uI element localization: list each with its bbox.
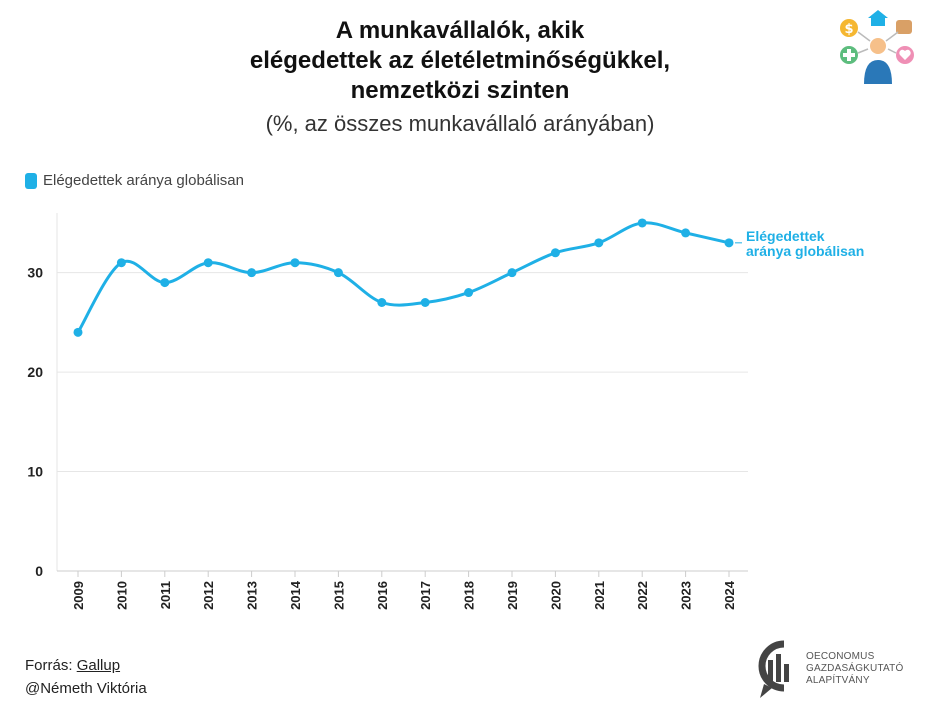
y-tick-label: 20 — [27, 364, 43, 380]
data-point — [637, 218, 647, 228]
x-tick-label: 2016 — [375, 581, 390, 610]
x-tick-label: 2018 — [462, 581, 477, 610]
grid-layer — [56, 213, 748, 572]
line-chart: 0 10 20 30 2009 2010 2011 2012 2013 2014 2015 2016… — [27, 213, 864, 610]
chart-subtitle: (%, az összes munkavállaló arányában) — [265, 111, 655, 136]
x-tick-label: 2009 — [71, 581, 86, 610]
x-tick-label: 2020 — [548, 581, 563, 610]
logo-line-3: ALAPÍTVÁNY — [806, 675, 870, 686]
data-point — [377, 298, 387, 307]
x-tick-label: 2023 — [679, 581, 694, 610]
source-prefix: Forrás: — [25, 657, 77, 674]
x-tick-label: 2015 — [331, 581, 346, 610]
data-point — [73, 327, 83, 337]
data-point — [507, 268, 517, 278]
data-point — [724, 238, 734, 248]
legend-label: Elégedettek aránya globálisan — [43, 172, 244, 189]
x-tick-label: 2019 — [505, 581, 520, 610]
logo-line-1: OECONOMUS — [806, 651, 875, 662]
x-tick-label: 2014 — [288, 580, 303, 610]
data-points — [73, 218, 734, 337]
oeconomus-logo: OECONOMUS GAZDASÁGKUTATÓ ALAPÍTVÁNY — [754, 638, 903, 700]
source-line: Forrás: Gallup — [25, 654, 147, 677]
x-tick-label: 2011 — [158, 581, 173, 609]
data-point — [203, 258, 213, 268]
chart-title: A munkavállalók, akik elégedettek az éle… — [0, 16, 920, 140]
svg-text:$: $ — [844, 22, 853, 37]
title-line-1: A munkavállalók, akik — [335, 17, 585, 44]
source-link[interactable]: Gallup — [76, 657, 121, 674]
work-life-icons-logo: $ — [840, 10, 914, 84]
x-tick-label: 2010 — [114, 581, 129, 610]
x-tick-label: 2013 — [245, 581, 260, 610]
legend-swatch — [25, 172, 37, 189]
series-end-label-line-1: Elégedettek — [746, 228, 825, 244]
data-point — [247, 268, 257, 278]
data-point — [160, 278, 170, 288]
data-point — [290, 258, 300, 268]
x-tick-label: 2012 — [201, 581, 216, 610]
author-credit: @Németh Viktória — [25, 680, 147, 697]
y-axis: 0 10 20 30 — [27, 265, 43, 579]
data-point — [464, 288, 474, 298]
oeconomus-logo-icon — [758, 640, 789, 698]
x-axis: 2009 2010 2011 2012 2013 2014 2015 2016 2017 2018… — [71, 571, 737, 610]
data-point — [420, 298, 430, 307]
x-tick-label: 2022 — [635, 581, 650, 610]
x-tick-label: 2021 — [592, 581, 607, 610]
x-tick-label: 2024 — [722, 580, 737, 610]
y-tick-label: 0 — [35, 563, 43, 579]
title-line-2: elégedettek az életéletminőségükkel, — [249, 47, 671, 74]
footer: Forrás: Gallup @Németh Viktória — [25, 654, 147, 700]
data-point — [333, 268, 343, 278]
y-tick-label: 30 — [27, 265, 43, 281]
logo-line-2: GAZDASÁGKUTATÓ — [806, 663, 904, 674]
series-end-label-line-2: aránya globálisan — [746, 243, 864, 259]
data-point — [116, 258, 126, 268]
series-line — [76, 221, 730, 334]
title-line-3: nemzetközi szinten — [350, 77, 570, 104]
x-tick-label: 2017 — [418, 581, 433, 610]
legend: Elégedettek aránya globálisan — [25, 172, 244, 189]
data-point — [681, 228, 691, 238]
data-point — [594, 238, 604, 248]
y-tick-label: 10 — [27, 464, 43, 480]
data-point — [550, 248, 560, 258]
